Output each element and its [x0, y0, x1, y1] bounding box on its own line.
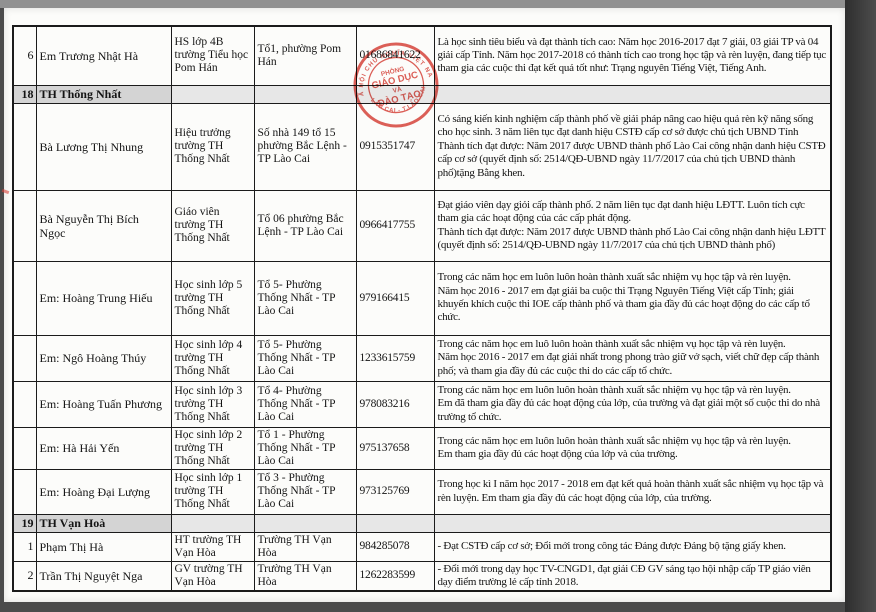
- position-cell: HS lớp 4B trường Tiểu học Pom Hán: [170, 25, 255, 86]
- table-row: Em: Hoàng Tuấn Phương Học sinh lớp 3 trườ…: [12, 380, 832, 428]
- phone-cell: 1233615759: [355, 334, 435, 382]
- name-cell: Em: Hoàng Đại Lượng: [35, 468, 172, 515]
- position-cell: HT trường TH Vạn Hòa: [170, 531, 255, 562]
- row-number-cell: [12, 260, 37, 336]
- table-row: Bà Lương Thị Nhung Hiệu trưởng trường TH …: [12, 102, 832, 191]
- position-cell: Hiệu trưởng trường TH Thống Nhất: [170, 102, 255, 191]
- name-cell: Bà Nguyễn Thị Bích Ngọc: [35, 189, 172, 262]
- name-cell: Em: Hoàng Trung Hiếu: [35, 260, 172, 336]
- phone-cell: 0966417755: [355, 189, 435, 262]
- address-cell: [253, 513, 357, 533]
- row-number-cell: 2: [12, 560, 37, 592]
- description-cell: Trong các năm học em luôn luôn hoàn thàn…: [433, 426, 832, 470]
- table-row: 1 Phạm Thị Hà HT trường TH Vạn Hòa Trường T…: [12, 531, 832, 562]
- phone-cell: 0915351747: [355, 102, 435, 191]
- address-cell: Tổ1, phường Pom Hán: [253, 25, 357, 86]
- phone-cell: [355, 84, 435, 104]
- row-number-cell: [12, 380, 37, 428]
- phone-cell: 975137658: [355, 426, 435, 470]
- phone-cell: 01686841622: [355, 25, 435, 86]
- table-row: 2 Trần Thị Nguyệt Nga GV trường TH Vạn Hòa…: [12, 560, 832, 592]
- name-cell: Em: Hà Hải Yến: [35, 426, 172, 470]
- address-cell: Trường TH Vạn Hòa: [253, 560, 357, 592]
- red-pen-mark: [1, 188, 10, 195]
- position-cell: Học sinh lớp 5 trường TH Thống Nhất: [170, 260, 255, 336]
- description-cell: Trong các năm học em luôn luôn hoàn thàn…: [433, 260, 832, 336]
- address-cell: Tổ 5- Phường Thống Nhất - TP Lào Cai: [253, 334, 357, 382]
- phone-cell: [355, 513, 435, 533]
- section-row: 19 TH Vạn Hoà: [12, 513, 832, 533]
- name-cell: Trần Thị Nguyệt Nga: [35, 560, 172, 592]
- name-cell: Em: Ngô Hoàng Thúy: [35, 334, 172, 382]
- address-cell: Tổ 4- Phường Thống Nhất - TP Lào Cai: [253, 380, 357, 428]
- address-cell: Số nhà 149 tổ 15 phường Bắc Lệnh - TP Là…: [253, 102, 357, 191]
- description-cell: - Đổi mới trong dạy học TV-CNGD1, đạt gi…: [433, 560, 832, 592]
- description-cell: Có sáng kiến kinh nghiệm cấp thành phố v…: [433, 102, 832, 191]
- row-number-cell: [12, 426, 37, 470]
- position-cell: [170, 513, 255, 533]
- scan-right-edge: [845, 0, 876, 612]
- name-cell: Em: Hoàng Tuấn Phương: [35, 380, 172, 428]
- phone-cell: 979166415: [355, 260, 435, 336]
- table-row: Em: Hoàng Trung Hiếu Học sinh lớp 5 trườn…: [12, 260, 832, 336]
- description-cell: Trong các năm học em luôn luôn hoàn thàn…: [433, 380, 832, 428]
- position-cell: [170, 84, 255, 104]
- row-number-cell: 19: [12, 513, 37, 533]
- name-cell: TH Thống Nhất: [35, 84, 172, 104]
- phone-cell: 978083216: [355, 380, 435, 428]
- description-cell: [433, 84, 832, 104]
- row-number-cell: [12, 189, 37, 262]
- address-cell: [253, 84, 357, 104]
- position-cell: Học sinh lớp 3 trường TH Thống Nhất: [170, 380, 255, 428]
- document-page: 6 Em Trương Nhật Hà HS lớp 4B trường Tiểu …: [1, 8, 845, 602]
- phone-cell: 1262283599: [355, 560, 435, 592]
- address-cell: Tổ 1 - Phường Thống Nhất - TP Lào Cai: [253, 426, 357, 470]
- address-cell: Tổ 5- Phường Thống Nhất - TP Lào Cai: [253, 260, 357, 336]
- contact-achievement-table: 6 Em Trương Nhật Hà HS lớp 4B trường Tiểu …: [12, 25, 832, 593]
- row-number-cell: 6: [12, 25, 37, 86]
- table-row: Em: Ngô Hoàng Thúy Học sinh lớp 4 trường …: [12, 334, 832, 382]
- scan-top-edge: [0, 0, 876, 8]
- row-number-cell: [12, 334, 37, 382]
- address-cell: Tổ 06 phường Bắc Lệnh - TP Lào Cai: [253, 189, 357, 262]
- position-cell: Học sinh lớp 4 trường TH Thống Nhất: [170, 334, 255, 382]
- row-number-cell: 1: [12, 531, 37, 562]
- address-cell: Trường TH Vạn Hòa: [253, 531, 357, 562]
- phone-cell: 984285078: [355, 531, 435, 562]
- row-number-cell: [12, 102, 37, 191]
- position-cell: Học sinh lớp 2 trường TH Thống Nhất: [170, 426, 255, 470]
- address-cell: Tổ 3 - Phường Thống Nhất - TP Lào Cai: [253, 468, 357, 515]
- table-row: Em: Hà Hải Yến Học sinh lớp 2 trường TH T…: [12, 426, 832, 470]
- table-row: Em: Hoàng Đại Lượng Học sinh lớp 1 trường…: [12, 468, 832, 515]
- row-number-cell: 18: [12, 84, 37, 104]
- position-cell: GV trường TH Vạn Hòa: [170, 560, 255, 592]
- description-cell: Trong các năm học em luô luôn hoàn thành…: [433, 334, 832, 382]
- section-row: 18 TH Thống Nhất: [12, 84, 832, 104]
- description-cell: - Đạt CSTĐ cấp cơ sở; Đổi mới trong công…: [433, 531, 832, 562]
- name-cell: Em Trương Nhật Hà: [35, 25, 172, 86]
- phone-cell: 973125769: [355, 468, 435, 515]
- description-cell: Là học sinh tiêu biểu và đạt thành tích …: [433, 25, 832, 86]
- name-cell: TH Vạn Hoà: [35, 513, 172, 533]
- name-cell: Bà Lương Thị Nhung: [35, 102, 172, 191]
- table-row: 6 Em Trương Nhật Hà HS lớp 4B trường Tiểu …: [12, 25, 832, 86]
- position-cell: Giáo viên trường TH Thống Nhất: [170, 189, 255, 262]
- row-number-cell: [12, 468, 37, 515]
- description-cell: Trong học kì I năm học 2017 - 2018 em đạ…: [433, 468, 832, 515]
- table-row: Bà Nguyễn Thị Bích Ngọc Giáo viên trường …: [12, 189, 832, 262]
- position-cell: Học sinh lớp 1 trường TH Thống Nhất: [170, 468, 255, 515]
- description-cell: Đạt giáo viên dạy giỏi cấp thành phố. 2 …: [433, 189, 832, 262]
- description-cell: [433, 513, 832, 533]
- name-cell: Phạm Thị Hà: [35, 531, 172, 562]
